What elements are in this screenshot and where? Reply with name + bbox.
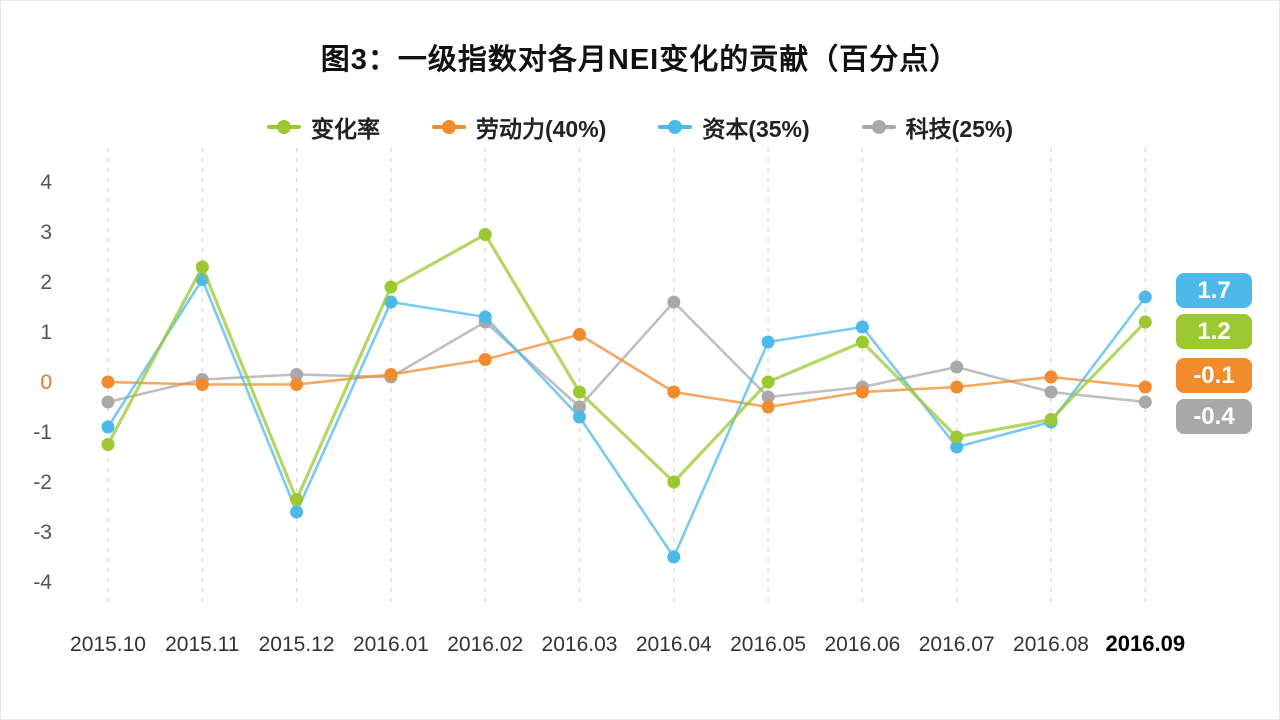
svg-text:3: 3 xyxy=(40,221,52,244)
svg-text:2016.06: 2016.06 xyxy=(824,633,900,656)
chart-title: 图3：一级指数对各月NEI变化的贡献（百分点） xyxy=(320,44,960,76)
legend-item-change-rate[interactable]: 变化率 xyxy=(266,110,380,144)
svg-text:1: 1 xyxy=(40,321,52,344)
legend: 变化率 劳动力(40%) 资本(35%) 科技(25%) xyxy=(0,110,1280,144)
svg-text:2015.10: 2015.10 xyxy=(70,633,146,656)
svg-text:2016.02: 2016.02 xyxy=(447,633,523,656)
svg-text:2015.11: 2015.11 xyxy=(165,633,239,656)
legend-marker-icon xyxy=(266,120,301,134)
legend-item-capital[interactable]: 资本(35%) xyxy=(658,110,810,144)
legend-item-technology[interactable]: 科技(25%) xyxy=(861,110,1014,144)
svg-text:2015.12: 2015.12 xyxy=(259,633,335,656)
svg-text:2016.08: 2016.08 xyxy=(1013,633,1089,656)
svg-text:2016.05: 2016.05 xyxy=(730,633,806,656)
end-value-badge-labor: -0.1 xyxy=(1176,358,1252,393)
legend-marker-icon xyxy=(861,120,896,134)
svg-text:0: 0 xyxy=(40,371,52,394)
end-value-badge-technology: -0.4 xyxy=(1176,399,1252,434)
svg-text:2016.03: 2016.03 xyxy=(542,633,618,656)
legend-label: 科技(25%) xyxy=(905,116,1014,142)
legend-marker-icon xyxy=(431,120,466,134)
legend-label: 资本(35%) xyxy=(702,116,810,142)
svg-text:-4: -4 xyxy=(33,571,52,594)
svg-text:2016.09: 2016.09 xyxy=(1106,631,1186,656)
end-value-badge-change-rate: 1.2 xyxy=(1176,314,1252,349)
legend-item-labor[interactable]: 劳动力(40%) xyxy=(431,110,607,144)
end-value-badge-capital: 1.7 xyxy=(1176,273,1252,308)
svg-text:2: 2 xyxy=(40,271,52,294)
svg-text:2016.07: 2016.07 xyxy=(919,633,995,656)
legend-marker-icon xyxy=(658,120,693,134)
svg-text:2016.01: 2016.01 xyxy=(353,633,429,656)
legend-label: 劳动力(40%) xyxy=(475,116,607,142)
svg-text:-1: -1 xyxy=(33,421,52,444)
svg-text:-2: -2 xyxy=(33,471,52,494)
svg-text:4: 4 xyxy=(40,171,52,194)
svg-text:2016.04: 2016.04 xyxy=(636,633,712,656)
svg-text:-3: -3 xyxy=(33,521,52,544)
legend-label: 变化率 xyxy=(310,116,380,142)
